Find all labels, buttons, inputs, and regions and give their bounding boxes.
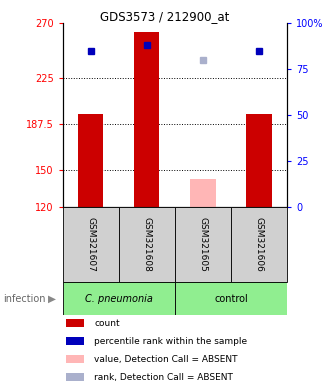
Text: GDS3573 / 212900_at: GDS3573 / 212900_at — [100, 10, 230, 23]
Bar — [119, 207, 175, 282]
Bar — [63, 207, 119, 282]
Text: GSM321608: GSM321608 — [142, 217, 151, 272]
Bar — [66, 319, 84, 327]
Text: ▶: ▶ — [48, 293, 56, 304]
Bar — [247, 114, 272, 207]
Bar — [231, 207, 287, 282]
Bar — [134, 31, 159, 207]
Text: rank, Detection Call = ABSENT: rank, Detection Call = ABSENT — [94, 372, 233, 382]
Text: infection: infection — [3, 293, 46, 304]
Text: count: count — [94, 319, 120, 328]
Text: GSM321605: GSM321605 — [198, 217, 208, 272]
Bar — [78, 114, 103, 207]
Bar — [175, 207, 231, 282]
Bar — [66, 373, 84, 381]
Bar — [66, 337, 84, 345]
Bar — [190, 179, 215, 207]
Bar — [63, 282, 175, 315]
Text: control: control — [214, 293, 248, 304]
Bar — [175, 282, 287, 315]
Bar — [66, 355, 84, 363]
Text: GSM321606: GSM321606 — [254, 217, 264, 272]
Text: GSM321607: GSM321607 — [86, 217, 95, 272]
Text: C. pneumonia: C. pneumonia — [85, 293, 153, 304]
Text: value, Detection Call = ABSENT: value, Detection Call = ABSENT — [94, 354, 238, 364]
Text: percentile rank within the sample: percentile rank within the sample — [94, 337, 247, 346]
